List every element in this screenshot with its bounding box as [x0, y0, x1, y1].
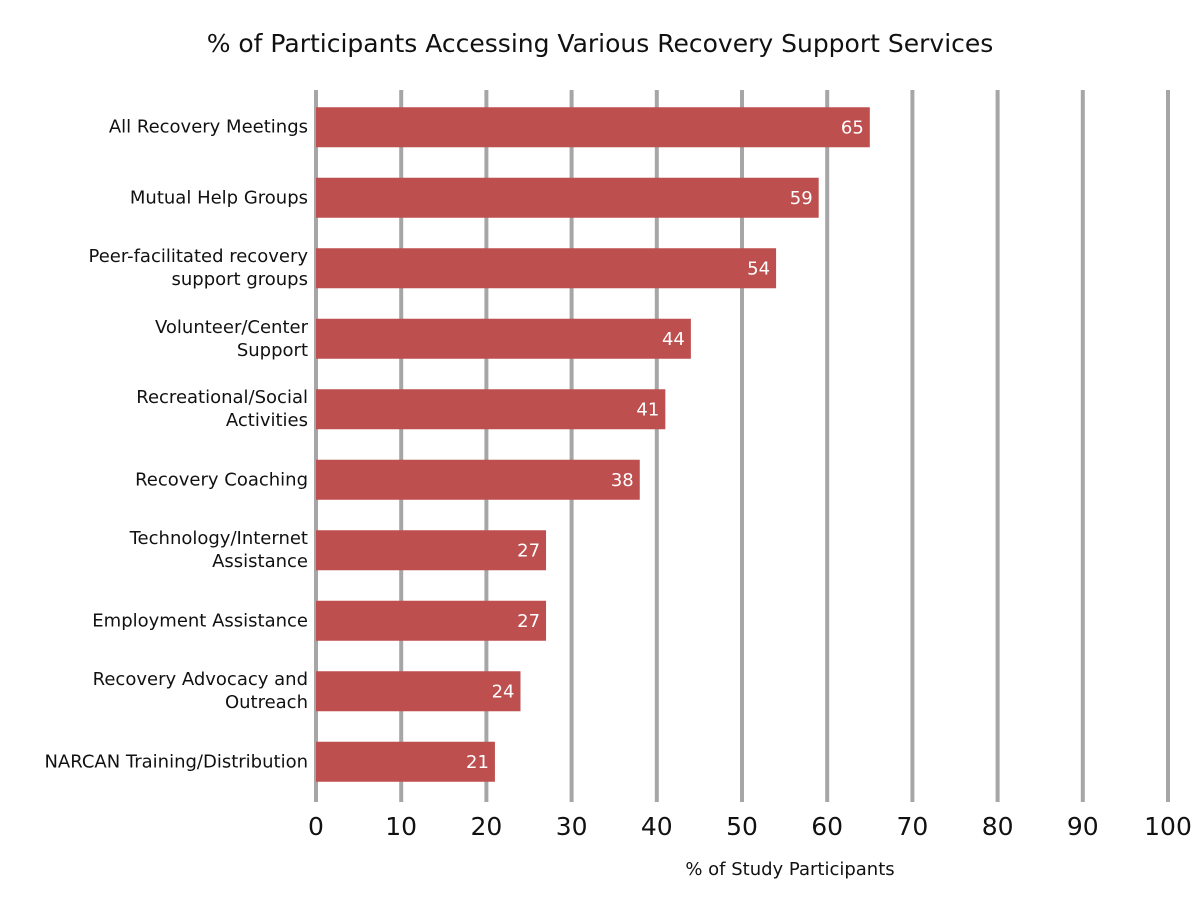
bar	[316, 318, 691, 359]
x-tick-label: 60	[811, 812, 843, 841]
x-tick-label: 80	[982, 812, 1014, 841]
y-tick-label: Recovery Advocacy and Outreach	[92, 669, 308, 714]
data-label: 21	[466, 752, 489, 773]
x-tick-label: 30	[556, 812, 588, 841]
data-label: 59	[790, 188, 813, 209]
x-tick-label: 0	[308, 812, 324, 841]
data-label: 44	[662, 329, 685, 350]
bar	[316, 389, 666, 430]
data-label: 27	[517, 540, 540, 561]
data-label: 41	[636, 399, 659, 420]
bar	[316, 177, 819, 218]
y-tick-label: Volunteer/Center Support	[155, 316, 308, 361]
x-tick-label: 10	[385, 812, 417, 841]
x-tick-label: 70	[896, 812, 928, 841]
x-axis-label: % of Study Participants	[685, 859, 894, 880]
chart-title: % of Participants Accessing Various Reco…	[207, 29, 994, 58]
bar	[316, 600, 547, 641]
y-tick-label: All Recovery Meetings	[108, 116, 308, 138]
x-tick-label: 90	[1067, 812, 1099, 841]
bar	[316, 741, 495, 782]
data-label: 24	[492, 681, 515, 702]
bar	[316, 530, 547, 571]
x-tick-label: 40	[641, 812, 673, 841]
y-tick-label: Employment Assistance	[92, 610, 308, 632]
x-tick-label: 20	[470, 812, 502, 841]
data-label: 38	[611, 470, 634, 491]
data-label: 27	[517, 611, 540, 632]
x-tick-label: 50	[726, 812, 758, 841]
y-tick-label: NARCAN Training/Distribution	[44, 751, 308, 773]
data-label: 65	[841, 117, 864, 138]
y-tick-label: Mutual Help Groups	[129, 187, 308, 209]
bar	[316, 459, 640, 500]
data-label: 54	[747, 258, 770, 279]
y-tick-label: Technology/Internet Assistance	[129, 528, 308, 573]
x-tick-label: 100	[1144, 812, 1192, 841]
y-tick-label: Peer-facilitated recovery support groups	[88, 246, 308, 291]
y-tick-label: Recovery Coaching	[135, 469, 308, 491]
bar	[316, 248, 777, 289]
bar	[316, 107, 870, 148]
bar	[316, 671, 521, 712]
y-tick-label: Recreational/Social Activities	[136, 387, 308, 432]
